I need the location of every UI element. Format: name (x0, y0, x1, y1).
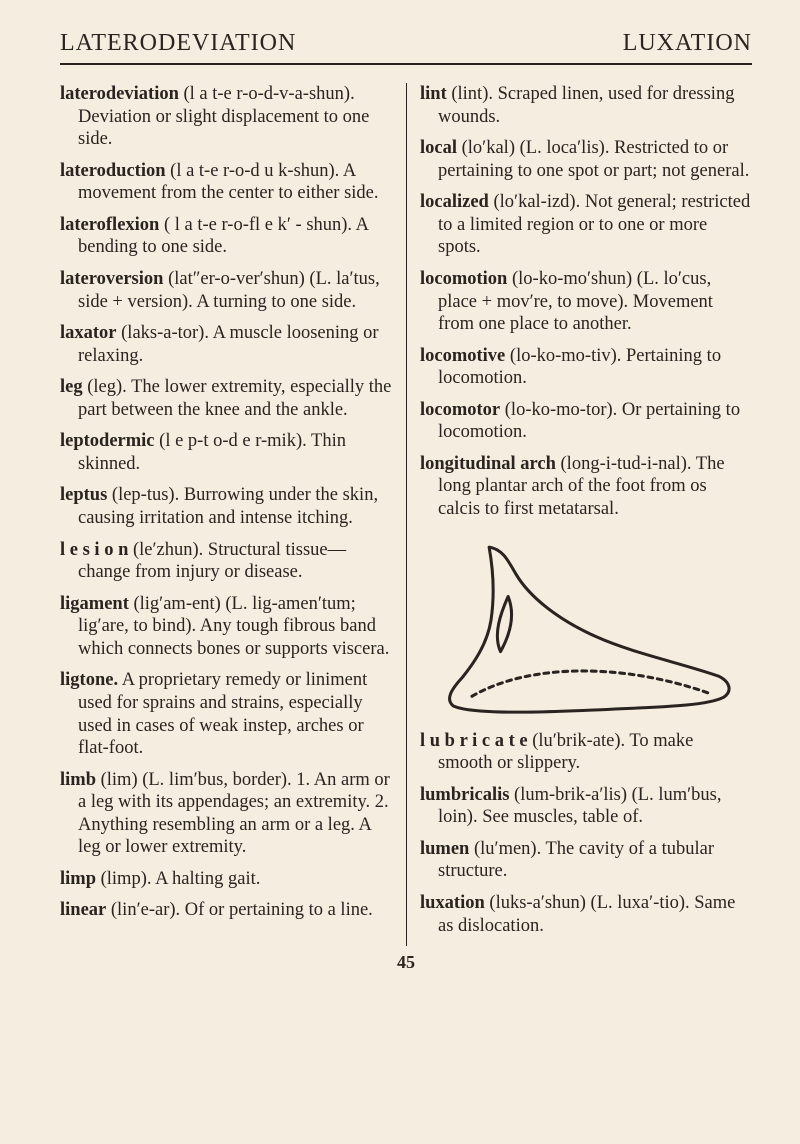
term: local (420, 138, 457, 158)
dictionary-columns: laterodeviation (l a t-e r-o-d-v-a-shun)… (60, 83, 752, 946)
entry-lumbricalis: lumbricalis (lum-brik-a′lis) (L. lum′bus… (420, 784, 752, 829)
term: longitudinal arch (420, 454, 556, 474)
entry-local: local (lo′kal) (L. loca′lis). Restricted… (420, 137, 752, 182)
term: lint (420, 84, 447, 104)
header-left: LATERODEVIATION (60, 30, 296, 57)
term: ligament (60, 594, 129, 614)
entry-laterodeviation: laterodeviation (l a t-e r-o-d-v-a-shun)… (60, 83, 392, 151)
entry-lesion: l e s i o n (le′zhun). Structural tissue… (60, 539, 392, 584)
term: lumbricalis (420, 785, 509, 805)
definition: (lint). Scraped linen, used for dressing… (438, 84, 734, 127)
term: lumen (420, 839, 469, 859)
entry-leptodermic: leptodermic (l e p-t o-d e r-mik). Thin … (60, 430, 392, 475)
term: lateroflexion (60, 215, 159, 235)
term: laterodeviation (60, 84, 179, 104)
term: laxator (60, 323, 117, 343)
entry-ligament: ligament (lig′am-ent) (L. lig-amen′tum; … (60, 593, 392, 661)
entry-locomotor: locomotor (lo-ko-mo-tor). Or pertaining … (420, 399, 752, 444)
page-number: 45 (60, 952, 752, 973)
entry-lateroversion: lateroversion (lat″er-o-ver′shun) (L. la… (60, 268, 392, 313)
definition: (lo′kal) (L. loca′lis). Restricted to or… (438, 138, 749, 181)
definition: A proprietary remedy or liniment used fo… (78, 670, 367, 758)
term: l u b r i c a t e (420, 731, 528, 751)
definition: (lim) (L. lim′bus, border). 1. An arm or… (78, 770, 390, 858)
entry-leptus: leptus (lep-tus). Burrowing under the sk… (60, 484, 392, 529)
entry-localized: localized (lo′kal-izd). Not general; res… (420, 191, 752, 259)
term: locomotive (420, 346, 505, 366)
term: localized (420, 192, 489, 212)
term: luxation (420, 893, 485, 913)
foot-arch-figure (420, 530, 752, 720)
term: leptodermic (60, 431, 155, 451)
term: ligtone. (60, 670, 118, 690)
entry-luxation: luxation (luks-a′shun) (L. luxa′-tio). S… (420, 892, 752, 937)
right-column: lint (lint). Scraped linen, used for dre… (406, 83, 752, 937)
entry-lubricate: l u b r i c a t e (lu′brik-ate). To make… (420, 730, 752, 775)
definition: (lep-tus). Burrowing under the skin, cau… (78, 485, 378, 528)
entry-limp: limp (limp). A halting gait. (60, 868, 392, 891)
entry-laxator: laxator (laks-a-tor). A muscle loosening… (60, 322, 392, 367)
term: limp (60, 869, 96, 889)
term: locomotion (420, 269, 507, 289)
entry-lumen: lumen (lu′men). The cavity of a tubular … (420, 838, 752, 883)
left-column: laterodeviation (l a t-e r-o-d-v-a-shun)… (60, 83, 406, 922)
header-right: LUXATION (623, 30, 752, 57)
term: leg (60, 377, 83, 397)
term: limb (60, 770, 96, 790)
term: locomotor (420, 400, 500, 420)
definition: (laks-a-tor). A muscle loosening or rela… (78, 323, 379, 366)
definition: (limp). A halting gait. (101, 869, 261, 889)
definition: (lin′e-ar). Of or pertaining to a line. (111, 900, 373, 920)
entry-linear: linear (lin′e-ar). Of or pertaining to a… (60, 899, 392, 922)
term: lateroduction (60, 161, 166, 181)
entry-locomotion: locomotion (lo-ko-mo′shun) (L. lo′cus, p… (420, 268, 752, 336)
entry-leg: leg (leg). The lower extremity, especial… (60, 376, 392, 421)
term: linear (60, 900, 106, 920)
entry-ligtone: ligtone. A proprietary remedy or linimen… (60, 669, 392, 759)
entry-longitudinal-arch: longitudinal arch (long-i-tud-i-nal). Th… (420, 453, 752, 521)
definition: (lu′men). The cavity of a tubular struct… (438, 839, 714, 882)
entry-lint: lint (lint). Scraped linen, used for dre… (420, 83, 752, 128)
term: lateroversion (60, 269, 163, 289)
entry-limb: limb (lim) (L. lim′bus, border). 1. An a… (60, 769, 392, 859)
foot-arch-icon (431, 530, 741, 720)
header-rule (60, 63, 752, 65)
entry-lateroduction: lateroduction (l a t-e r-o-d u k-shun). … (60, 160, 392, 205)
entry-lateroflexion: lateroflexion ( l a t-e r-o-fl e k′ - sh… (60, 214, 392, 259)
entry-locomotive: locomotive (lo-ko-mo-tiv). Pertaining to… (420, 345, 752, 390)
definition: (leg). The lower extremity, especially t… (78, 377, 391, 420)
term: l e s i o n (60, 540, 128, 560)
term: leptus (60, 485, 107, 505)
